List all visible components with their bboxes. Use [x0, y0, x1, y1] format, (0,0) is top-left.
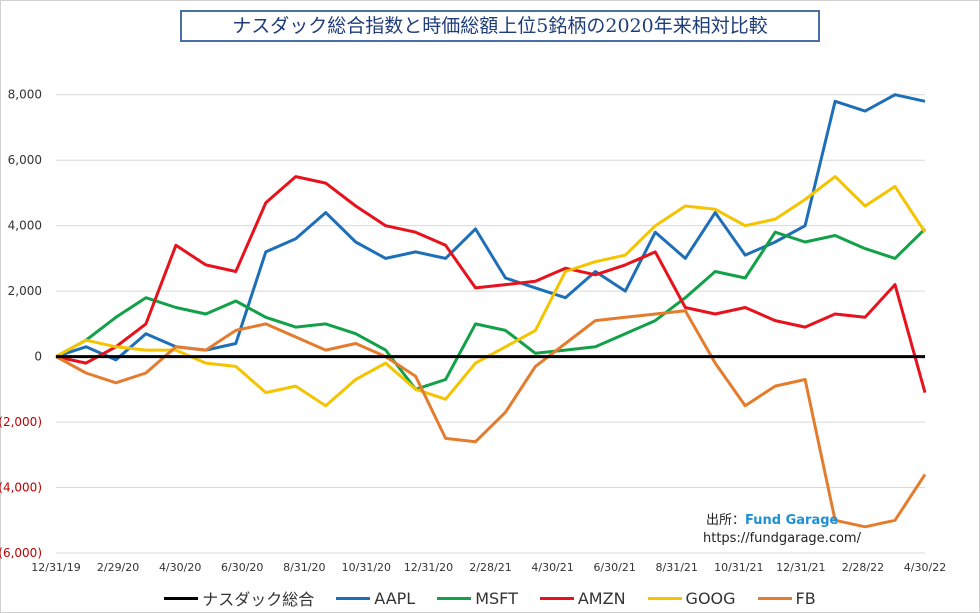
source-url: https://fundgarage.com/ — [703, 531, 861, 546]
series-line-MSFT — [55, 227, 927, 391]
x-tick-label: 6/30/21 — [593, 561, 635, 574]
y-tick-label: (4,000) — [0, 481, 42, 495]
x-tick-label: 2/29/20 — [97, 561, 139, 574]
x-tick-label: 8/31/21 — [656, 561, 698, 574]
source-label: 出所：Fund Garage — [706, 509, 838, 528]
legend-swatch — [647, 596, 682, 600]
legend-item: GOOG — [647, 586, 736, 610]
x-tick-label: 4/30/22 — [904, 561, 946, 574]
x-tick-label: 12/31/19 — [31, 561, 80, 574]
legend-swatch — [437, 596, 472, 600]
legend-label: GOOG — [685, 588, 736, 608]
legend-item: MSFT — [437, 586, 518, 610]
y-tick-label: (6,000) — [0, 546, 42, 560]
source-prefix: 出所： — [706, 513, 746, 528]
chart-legend: ナスダック総合 AAPL MSFT AMZN GOOG FB — [0, 586, 980, 610]
y-tick-label: 2,000 — [8, 284, 42, 298]
y-tick-label: 6,000 — [8, 153, 42, 167]
x-tick-label: 4/30/21 — [531, 561, 573, 574]
legend-item: AAPL — [336, 586, 415, 610]
y-tick-label: 0 — [34, 350, 42, 364]
x-tick-label: 2/28/21 — [469, 561, 511, 574]
y-tick-label: 8,000 — [8, 88, 42, 102]
legend-item: ナスダック総合 — [164, 586, 314, 610]
legend-item: FB — [757, 586, 816, 610]
y-tick-label: (2,000) — [0, 415, 42, 429]
legend-swatch — [757, 596, 792, 600]
legend-label: ナスダック総合 — [202, 590, 315, 609]
legend-swatch — [539, 596, 574, 600]
legend-label: FB — [795, 588, 816, 608]
series-line-AAPL — [55, 93, 926, 362]
x-tick-label: 4/30/20 — [159, 561, 201, 574]
x-tick-label: 12/31/20 — [404, 561, 453, 574]
legend-label: MSFT — [475, 588, 518, 608]
legend-label: AMZN — [577, 588, 626, 608]
x-tick-label: 10/31/20 — [342, 561, 391, 574]
legend-swatch — [164, 596, 199, 600]
series-line-FB — [55, 309, 927, 529]
x-tick-label: 10/31/21 — [714, 561, 763, 574]
series-line-GOOG — [55, 175, 927, 408]
legend-swatch — [336, 596, 371, 600]
x-tick-label: 12/31/21 — [776, 561, 825, 574]
chart-title: ナスダック総合指数と時価総額上位5銘柄の2020年来相対比較 — [180, 10, 820, 42]
series-line-AMZN — [55, 175, 927, 394]
legend-item: AMZN — [539, 586, 626, 610]
y-tick-label: 4,000 — [8, 219, 42, 233]
x-tick-label: 2/28/22 — [842, 561, 884, 574]
legend-label: AAPL — [374, 588, 416, 608]
x-tick-label: 6/30/20 — [221, 561, 263, 574]
source-name: Fund Garage — [745, 513, 839, 528]
x-tick-label: 8/31/20 — [283, 561, 325, 574]
